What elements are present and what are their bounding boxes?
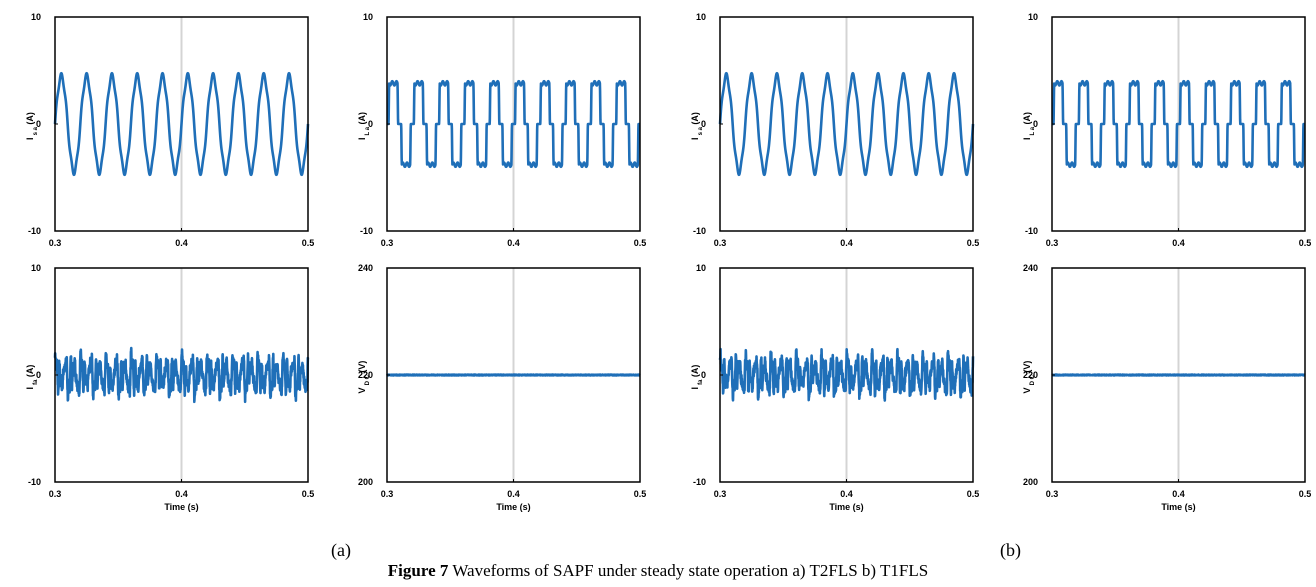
y-tick-label: -10 xyxy=(693,226,706,236)
y-tick-label: -10 xyxy=(1025,226,1038,236)
x-tick-label: 0.5 xyxy=(302,489,315,499)
y-axis-label: Ifa (A) xyxy=(25,365,39,390)
series-line xyxy=(53,71,310,177)
series-line xyxy=(53,346,310,404)
series-line xyxy=(1050,79,1307,169)
y-axis-label: Is a (A) xyxy=(690,112,704,140)
x-tick-label: 0.3 xyxy=(1046,489,1059,499)
y-tick-label: 10 xyxy=(1028,12,1038,22)
x-tick-label: 0.5 xyxy=(967,489,980,499)
y-tick-label: 10 xyxy=(696,263,706,273)
x-tick-label: 0.3 xyxy=(1046,238,1059,248)
x-tick-label: 0.3 xyxy=(714,238,727,248)
y-axis-label: IL a (A) xyxy=(357,112,371,140)
y-tick-label: 220 xyxy=(358,370,373,380)
x-tick-label: 0.5 xyxy=(1299,238,1312,248)
x-tick-label: 0.5 xyxy=(634,489,647,499)
chart-panel-b-2: 0.3 0.4 0.5 -10 0 10 IL a (A) xyxy=(1022,12,1311,248)
y-tick-label: 10 xyxy=(696,12,706,22)
x-tick-label: 0.3 xyxy=(381,238,394,248)
x-tick-label: 0.3 xyxy=(714,489,727,499)
y-tick-label: 200 xyxy=(1023,477,1038,487)
y-tick-label: 0 xyxy=(36,370,41,380)
x-tick-label: 0.4 xyxy=(175,238,188,248)
x-tick-label: 0.3 xyxy=(49,489,62,499)
subfigure-label-b: (b) xyxy=(1000,540,1021,560)
y-tick-label: -10 xyxy=(693,477,706,487)
figure-panels: 0.3 0.4 0.5 -10 0 10 Is a (A) 0.3 0.4 0.5 -10 0 10 IL… xyxy=(25,12,1311,512)
x-tick-label: 0.4 xyxy=(175,489,188,499)
y-tick-label: 0 xyxy=(36,119,41,129)
chart-panel-b-1: 0.3 0.4 0.5 -10 0 10 Is a (A) xyxy=(690,12,979,248)
chart-panel-b-4: 0.3 0.4 0.5 200 220 240 VD C (V) Time (s) xyxy=(1022,263,1311,512)
x-axis-label: Time (s) xyxy=(164,502,198,512)
x-tick-label: 0.4 xyxy=(1172,489,1185,499)
x-tick-label: 0.3 xyxy=(49,238,62,248)
x-axis-label: Time (s) xyxy=(496,502,530,512)
y-tick-label: 0 xyxy=(701,370,706,380)
y-tick-label: 10 xyxy=(363,12,373,22)
y-tick-label: -10 xyxy=(28,477,41,487)
x-axis-label: Time (s) xyxy=(1161,502,1195,512)
x-tick-label: 0.4 xyxy=(507,238,520,248)
series-line xyxy=(718,71,975,177)
y-tick-label: 10 xyxy=(31,12,41,22)
caption-figure-number: Figure 7 xyxy=(387,561,449,580)
y-axis-label: Ifa (A) xyxy=(690,365,704,390)
y-tick-label: 220 xyxy=(1023,370,1038,380)
x-tick-label: 0.5 xyxy=(1299,489,1312,499)
series-line xyxy=(1050,373,1307,377)
x-tick-label: 0.5 xyxy=(967,238,980,248)
series-line xyxy=(718,347,975,402)
y-tick-label: -10 xyxy=(28,226,41,236)
chart-panel-a-2: 0.3 0.4 0.5 -10 0 10 IL a (A) xyxy=(357,12,646,248)
y-tick-label: 240 xyxy=(1023,263,1038,273)
x-tick-label: 0.3 xyxy=(381,489,394,499)
series-line xyxy=(385,79,642,169)
x-tick-label: 0.5 xyxy=(634,238,647,248)
series-line xyxy=(385,373,642,377)
chart-panel-b-3: 0.3 0.4 0.5 -10 0 10 Ifa (A) Time (s) xyxy=(690,263,979,512)
chart-panel-a-4: 0.3 0.4 0.5 200 220 240 VD C (V) Time (s) xyxy=(357,263,646,512)
y-axis-label: VD C (V) xyxy=(357,361,371,394)
y-tick-label: 200 xyxy=(358,477,373,487)
chart-panel-a-1: 0.3 0.4 0.5 -10 0 10 Is a (A) xyxy=(25,12,314,248)
x-tick-label: 0.4 xyxy=(840,489,853,499)
y-axis-label: VD C (V) xyxy=(1022,361,1036,394)
y-tick-label: 0 xyxy=(1033,119,1038,129)
x-tick-label: 0.5 xyxy=(302,238,315,248)
subfigure-label-a: (a) xyxy=(331,540,351,560)
y-tick-label: 0 xyxy=(701,119,706,129)
figure-caption: Figure 7 Waveforms of SAPF under steady … xyxy=(0,561,1316,581)
y-tick-label: 10 xyxy=(31,263,41,273)
y-axis-label: IL a (A) xyxy=(1022,112,1036,140)
y-tick-label: -10 xyxy=(360,226,373,236)
x-tick-label: 0.4 xyxy=(840,238,853,248)
x-tick-label: 0.4 xyxy=(507,489,520,499)
y-axis-label: Is a (A) xyxy=(25,112,39,140)
x-axis-label: Time (s) xyxy=(829,502,863,512)
y-tick-label: 0 xyxy=(368,119,373,129)
caption-text: Waveforms of SAPF under steady state ope… xyxy=(448,561,929,580)
chart-panel-a-3: 0.3 0.4 0.5 -10 0 10 Ifa (A) Time (s) xyxy=(25,263,314,512)
y-tick-label: 240 xyxy=(358,263,373,273)
x-tick-label: 0.4 xyxy=(1172,238,1185,248)
